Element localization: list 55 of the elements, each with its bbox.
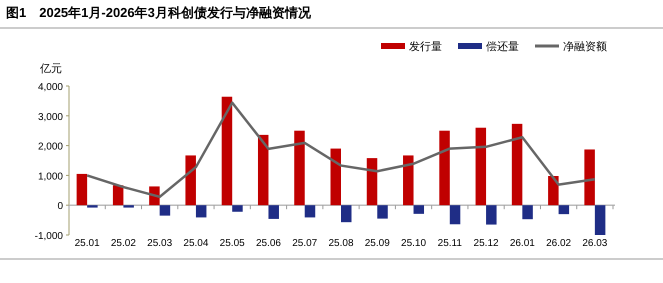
bar: [366, 158, 378, 206]
bar: [341, 205, 352, 222]
bar: [185, 155, 196, 206]
x-tick-label: 25.11: [438, 238, 462, 249]
y-axis-title: 亿元: [39, 63, 62, 75]
x-tick-label: 25.05: [220, 238, 246, 249]
bar: [330, 148, 341, 206]
bar: [584, 149, 595, 206]
bar: [268, 205, 279, 219]
bar: [76, 174, 88, 206]
y-tick-label: 1,000: [38, 171, 64, 182]
legend-label: 发行量: [409, 41, 442, 53]
chart-title: 图1 2025年1月-2026年3月科创债发行与净融资情况: [6, 5, 312, 20]
y-tick-label: 4,000: [38, 82, 64, 93]
y-tick-label: 3,000: [38, 112, 64, 123]
bar: [258, 134, 268, 206]
y-tick-label: 2,000: [38, 142, 64, 153]
x-tick-label: 25.09: [364, 238, 390, 249]
bar: [450, 205, 460, 224]
bar: [594, 205, 606, 235]
bar: [403, 155, 414, 206]
bar: [304, 205, 316, 218]
x-tick-label: 25.12: [474, 238, 500, 249]
bar: [439, 130, 450, 206]
x-tick-label: 25.04: [183, 238, 209, 249]
x-tick-label: 25.02: [110, 238, 136, 249]
x-tick-label: 25.08: [328, 238, 354, 249]
bar: [232, 205, 243, 212]
bar: [558, 205, 570, 214]
x-tick-label: 26.02: [546, 238, 572, 249]
bar: [486, 205, 497, 225]
y-tick-label: -1,000: [34, 231, 64, 242]
x-tick-label: 26.01: [510, 238, 536, 249]
bar: [414, 205, 424, 214]
bar: [87, 205, 98, 208]
bar: [222, 96, 232, 206]
bar: [476, 128, 486, 206]
x-tick-label: 25.03: [147, 238, 173, 249]
bar: [196, 205, 206, 218]
bar: [160, 205, 170, 216]
x-tick-label: 25.10: [401, 238, 426, 249]
legend-label: 净融资额: [563, 40, 607, 53]
x-tick-label: 25.07: [292, 238, 318, 249]
bar: [123, 205, 134, 208]
bar: [112, 185, 124, 206]
bar: [377, 205, 388, 219]
bar: [548, 176, 559, 206]
y-tick-label: 0: [57, 201, 64, 212]
x-tick-label: 26.03: [582, 238, 608, 249]
bar: [522, 205, 533, 220]
x-tick-label: 25.01: [74, 238, 100, 249]
bar: [294, 130, 305, 206]
x-tick-label: 25.06: [256, 238, 282, 249]
legend-label: 偿还量: [486, 41, 519, 53]
bar: [512, 124, 522, 206]
